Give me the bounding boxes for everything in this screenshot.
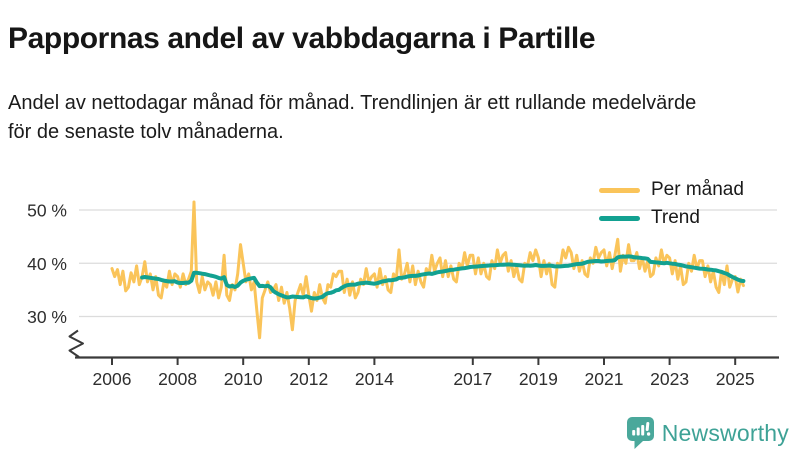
brand-footer: Newsworthy	[626, 417, 789, 449]
legend-swatch-trend-icon	[599, 215, 640, 221]
legend-item-trend: Trend	[599, 204, 744, 232]
svg-text:2012: 2012	[289, 369, 328, 389]
svg-text:2014: 2014	[355, 369, 394, 389]
per-manad-line	[110, 200, 745, 340]
newsworthy-logo-icon	[626, 417, 654, 449]
legend-item-per-manad: Per månad	[599, 176, 744, 204]
series-lines	[110, 200, 746, 340]
svg-text:2023: 2023	[650, 369, 689, 389]
y-axis-labels: 30 % 40 % 50 %	[27, 201, 67, 328]
svg-text:30 %: 30 %	[27, 307, 67, 327]
svg-text:2017: 2017	[453, 369, 492, 389]
legend-swatch-per-manad-icon	[599, 187, 640, 193]
svg-text:2025: 2025	[716, 369, 755, 389]
svg-text:2008: 2008	[158, 369, 197, 389]
svg-text:40 %: 40 %	[27, 254, 67, 274]
legend: Per månad Trend	[599, 176, 744, 232]
newsworthy-wordmark: Newsworthy	[661, 419, 789, 446]
chart-title: Pappornas andel av vabbdagarna i Partill…	[8, 22, 596, 56]
x-axis-ticks: 2006 2008 2010 2012 2014 2017 2019 2021 2023 2025	[93, 357, 755, 389]
svg-text:2010: 2010	[224, 369, 263, 389]
axis-break-icon	[68, 329, 84, 358]
legend-label-per-manad: Per månad	[651, 179, 744, 200]
svg-text:2019: 2019	[519, 369, 558, 389]
svg-text:50 %: 50 %	[27, 201, 67, 221]
chart-subtitle: Andel av nettodagar månad för månad. Tre…	[8, 92, 697, 143]
svg-text:2006: 2006	[93, 369, 132, 389]
svg-text:2021: 2021	[585, 369, 624, 389]
trend-line	[140, 254, 746, 301]
legend-label-trend: Trend	[651, 207, 700, 228]
